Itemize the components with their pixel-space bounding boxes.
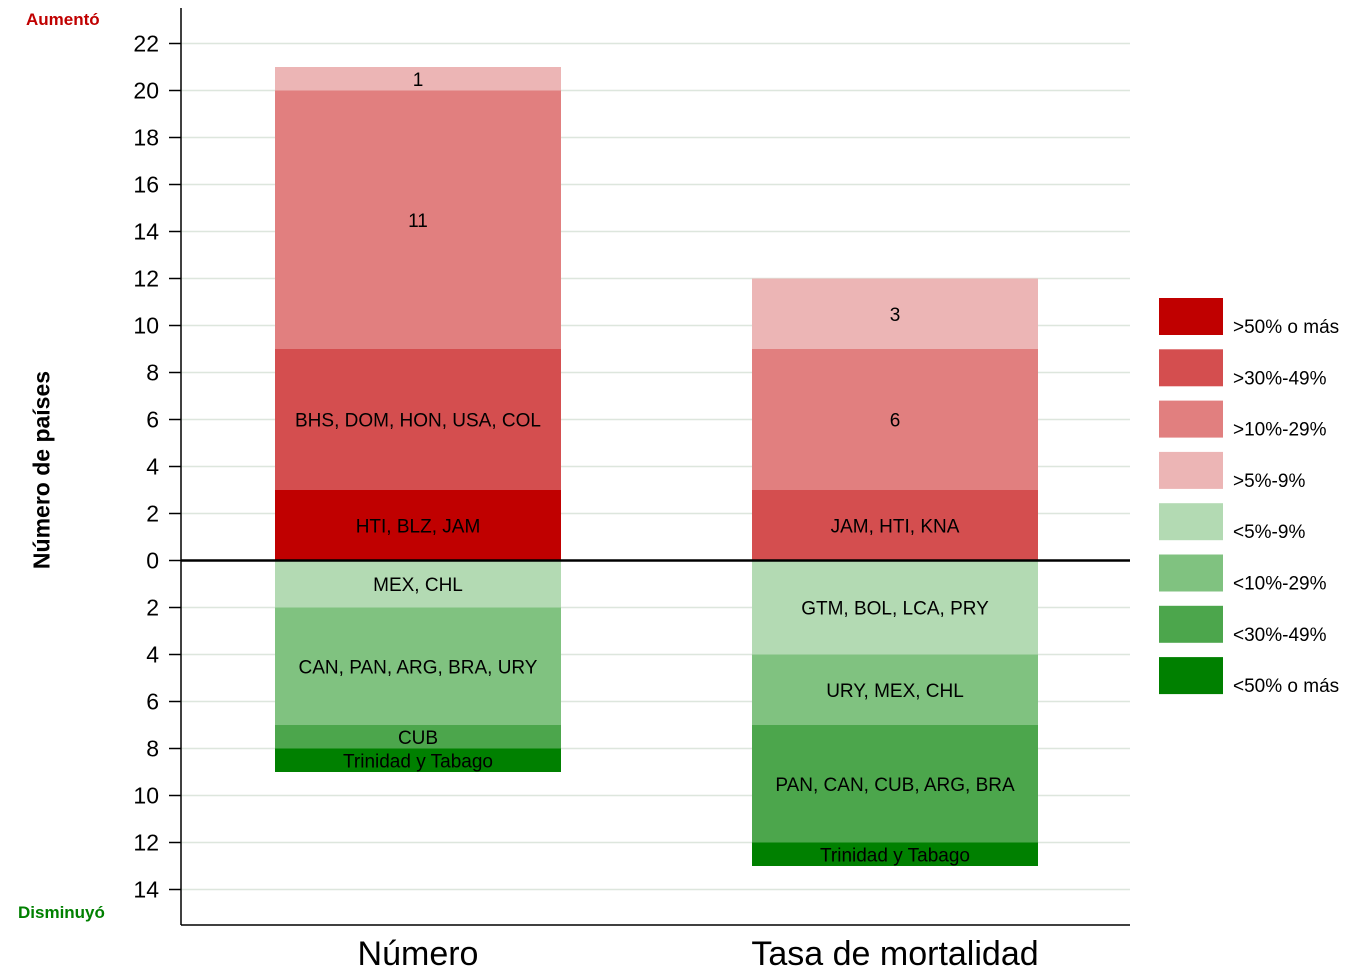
legend-label-5: <10%-29% — [1233, 574, 1327, 595]
tick-label-down-0: 2 — [146, 595, 159, 621]
legend-label-3: >5%-9% — [1233, 471, 1305, 492]
tick-label-up-8: 16 — [133, 172, 159, 198]
segment-label-0-6: CUB — [398, 728, 438, 749]
tick-label-down-2: 6 — [146, 689, 159, 715]
tick-label-up-1: 2 — [146, 501, 159, 527]
legend-swatch-1 — [1159, 349, 1223, 387]
segment-label-0-4: MEX, CHL — [373, 575, 463, 596]
bar-segment-1-0 — [752, 490, 1038, 561]
category-label-1: Tasa de mortalidad — [751, 935, 1038, 972]
tick-label-up-6: 12 — [133, 266, 159, 292]
bar-segment-1-3 — [752, 560, 1038, 655]
bar-segment-1-5 — [752, 725, 1038, 843]
tick-label-up-9: 18 — [133, 125, 159, 151]
tick-label-down-1: 4 — [146, 642, 159, 668]
bar-segment-0-5 — [275, 607, 561, 725]
bar-segment-0-6 — [275, 725, 561, 749]
bar-segment-0-0 — [275, 490, 561, 561]
segment-label-1-2: 3 — [890, 305, 901, 326]
legend: >50% o más >30%-49% >10%-29% >5%-9% <5%-9% <1… — [1159, 298, 1339, 697]
segment-label-1-6: Trinidad y Tabago — [820, 845, 970, 866]
segment-label-0-7: Trinidad y Tabago — [343, 751, 493, 772]
tick-label-up-2: 4 — [146, 454, 159, 480]
tick-label-up-3: 6 — [146, 407, 159, 433]
tick-label-up-7: 14 — [133, 219, 159, 245]
legend-label-6: <30%-49% — [1233, 625, 1327, 646]
legend-swatch-5 — [1159, 554, 1223, 592]
tick-label-up-5: 10 — [133, 313, 159, 339]
segment-label-1-5: PAN, CAN, CUB, ARG, BRA — [775, 775, 1015, 796]
decrease-label: Disminuyó — [18, 903, 105, 922]
bar-segment-0-3 — [275, 67, 561, 91]
segment-label-1-3: GTM, BOL, LCA, PRY — [801, 599, 989, 620]
legend-swatch-4 — [1159, 503, 1223, 541]
bar-segment-1-1 — [752, 349, 1038, 490]
segment-label-0-2: 11 — [408, 211, 428, 232]
tick-label-down-3: 8 — [146, 736, 159, 762]
segment-label-0-1: BHS, DOM, HON, USA, COL — [295, 411, 541, 432]
tick-label-up-10: 20 — [133, 78, 159, 104]
legend-label-1: >30%-49% — [1233, 368, 1327, 389]
tick-label-up-4: 8 — [146, 360, 159, 386]
legend-swatch-6 — [1159, 605, 1223, 643]
bar-segment-0-1 — [275, 349, 561, 490]
tick-label-up-0: 0 — [146, 548, 159, 574]
segment-label-1-0: JAM, HTI, KNA — [831, 516, 960, 537]
tick-label-down-6: 14 — [133, 877, 159, 903]
legend-swatch-7 — [1159, 657, 1223, 695]
segment-label-0-0: HTI, BLZ, JAM — [356, 516, 481, 537]
segment-label-1-4: URY, MEX, CHL — [826, 681, 964, 702]
legend-swatch-3 — [1159, 451, 1223, 489]
bar-segment-0-7 — [275, 748, 561, 772]
category-label-0: Número — [358, 935, 479, 972]
segment-label-1-1: 6 — [890, 411, 901, 432]
legend-label-0: >50% o más — [1233, 317, 1339, 338]
bar-segment-0-4 — [275, 560, 561, 608]
tick-label-down-5: 12 — [133, 830, 159, 856]
bar-segment-1-6 — [752, 842, 1038, 866]
bar-segment-1-4 — [752, 654, 1038, 725]
segment-label-0-3: 1 — [413, 70, 424, 91]
bar-segment-1-2 — [752, 278, 1038, 349]
legend-swatch-2 — [1159, 400, 1223, 438]
bar-segment-0-2 — [275, 90, 561, 349]
legend-label-7: <50% o más — [1233, 676, 1339, 697]
legend-swatch-0 — [1159, 298, 1223, 335]
legend-label-4: <5%-9% — [1233, 522, 1305, 543]
tick-label-down-4: 10 — [133, 783, 159, 809]
increase-label: Aumentó — [26, 10, 100, 29]
segment-label-0-5: CAN, PAN, ARG, BRA, URY — [299, 657, 538, 678]
tick-label-up-11: 22 — [133, 31, 159, 57]
legend-label-2: >10%-29% — [1233, 420, 1327, 441]
